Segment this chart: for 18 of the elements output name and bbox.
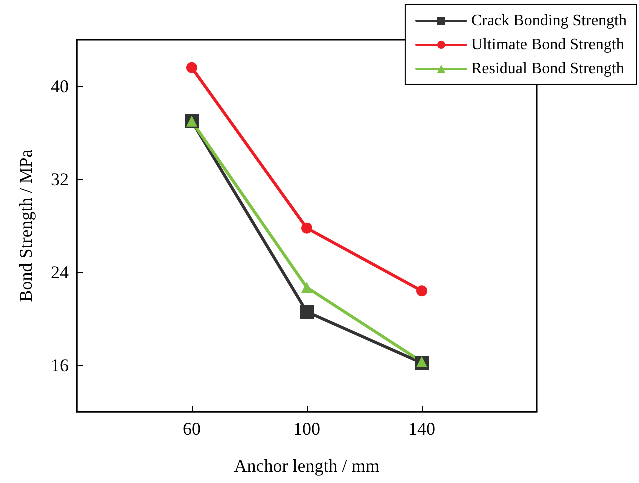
x-tick-label: 100	[294, 419, 320, 439]
point	[416, 286, 428, 297]
y-tick-label: 16	[51, 356, 69, 376]
point	[416, 356, 428, 368]
point	[186, 62, 198, 74]
legend-label: Crack Bonding Strength	[471, 12, 628, 30]
y-tick-label: 40	[51, 76, 69, 96]
point	[302, 222, 312, 234]
y-axis-title: Bond Strength / MPa	[16, 150, 36, 302]
legend-label: Ultimate Bond Strength	[471, 36, 624, 54]
point	[300, 305, 314, 320]
x-tick-label: 140	[408, 419, 436, 439]
x-axis-title: Anchor length / mm	[234, 456, 380, 476]
y-tick-label: 32	[51, 170, 69, 190]
x-tick-label: 60	[183, 419, 201, 439]
y-tick-label: 24	[51, 262, 69, 282]
legend-label: Residual Bond Strength	[471, 60, 624, 78]
point	[302, 282, 312, 294]
